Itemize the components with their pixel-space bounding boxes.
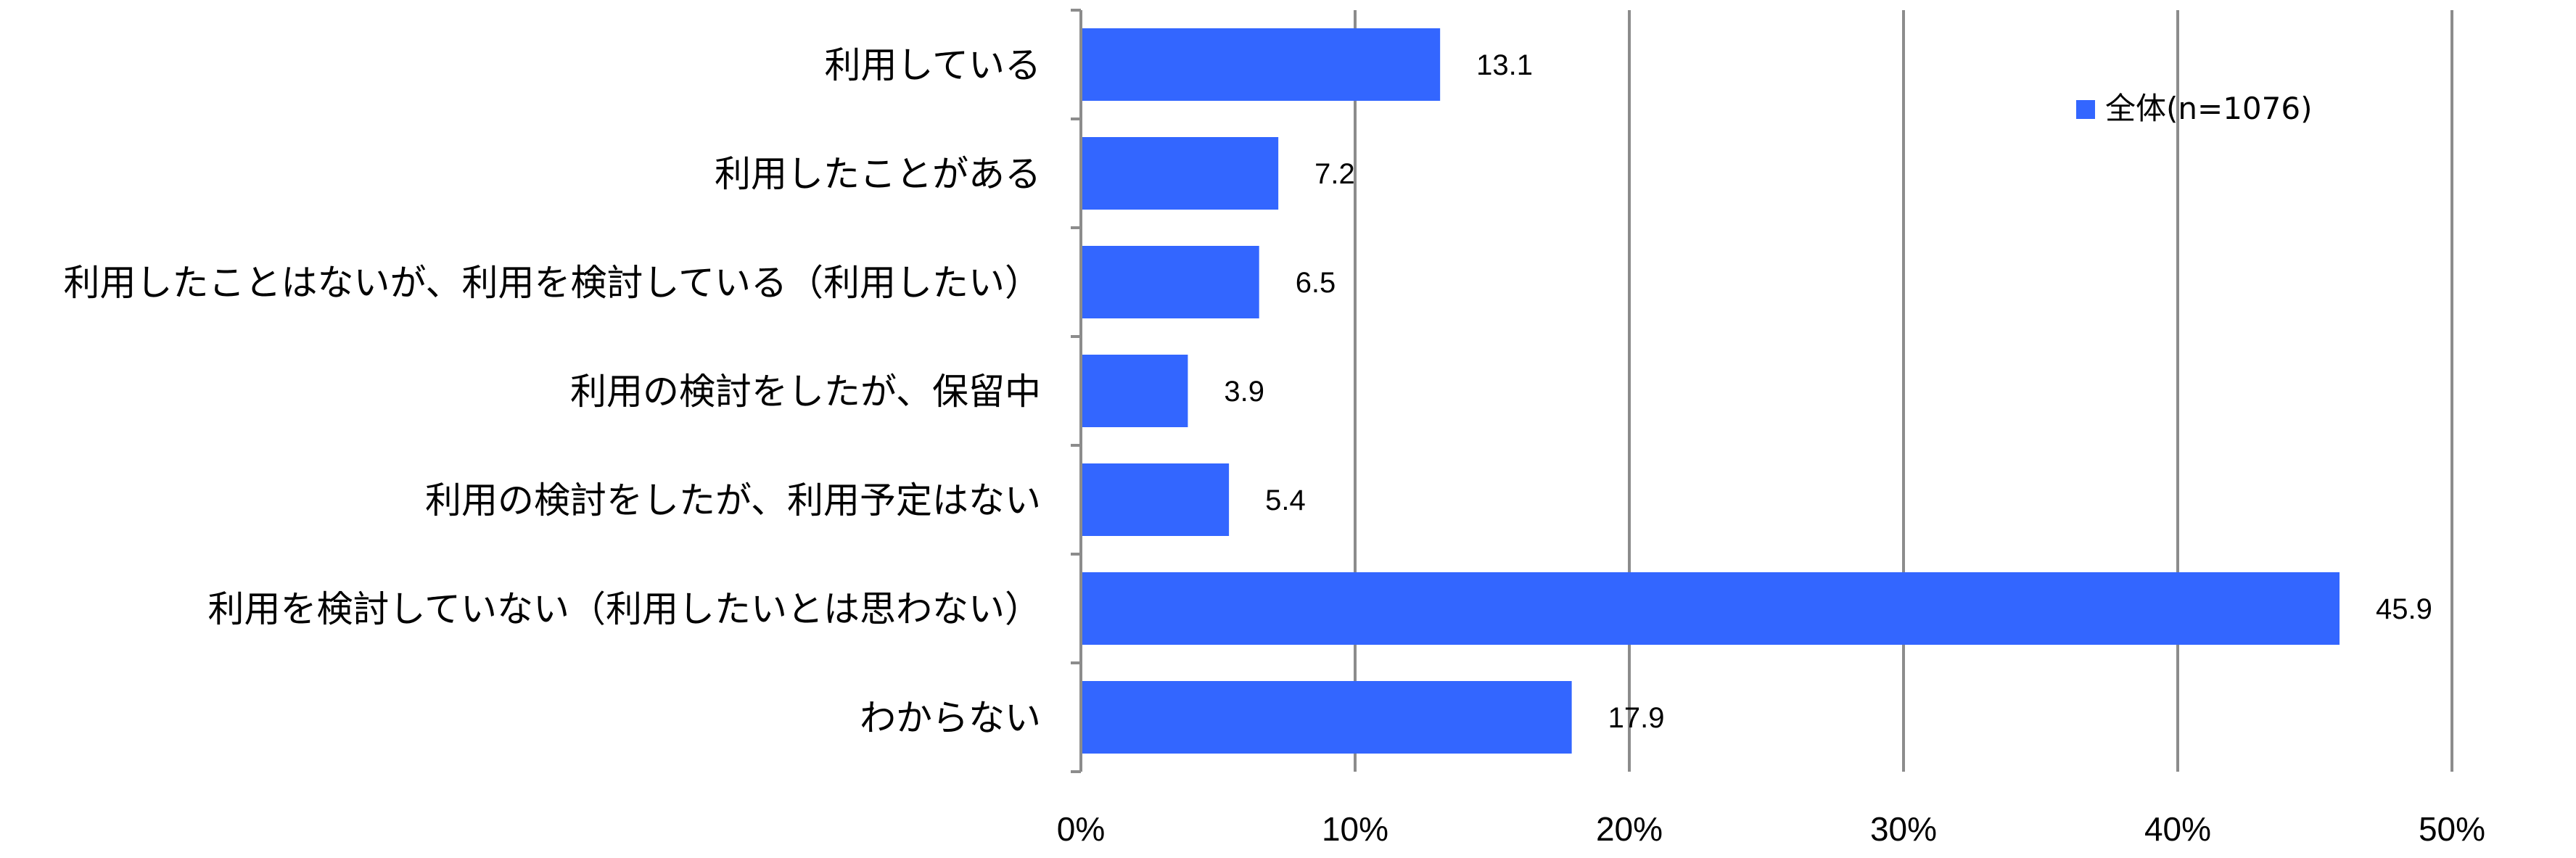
axes <box>1071 9 1082 773</box>
x-tick-label-5: 50% <box>2419 810 2485 848</box>
bars <box>1082 28 2340 754</box>
x-tick-label-4: 40% <box>2144 810 2211 848</box>
legend-swatch <box>2076 100 2095 119</box>
bar-5 <box>1082 572 2340 645</box>
category-label-3: 利用の検討をしたが、保留中 <box>570 371 1041 413</box>
value-label-5: 45.9 <box>2376 593 2432 625</box>
value-label-2: 6.5 <box>1296 267 1336 299</box>
x-tick-label-3: 30% <box>1870 810 1937 848</box>
category-label-2: 利用したことはないが、利用を検討している（利用したい） <box>64 262 1042 304</box>
category-label-4: 利用の検討をしたが、利用予定はない <box>425 479 1041 521</box>
category-label-1: 利用したことがある <box>715 153 1041 195</box>
value-label-1: 7.2 <box>1314 158 1355 190</box>
bar-6 <box>1082 681 1572 754</box>
x-tick-label-2: 20% <box>1596 810 1663 848</box>
bar-3 <box>1082 355 1188 427</box>
value-label-3: 3.9 <box>1224 376 1264 408</box>
category-label-5: 利用を検討していない（利用したいとは思わない） <box>208 588 1042 630</box>
x-tick-label-1: 10% <box>1322 810 1388 848</box>
x-tick-label-0: 0% <box>1057 810 1105 848</box>
labels: 13.1 利用している 7.2 利用したことがある 6.5 利用したことはないが、利用を検… <box>64 44 2486 848</box>
bar-2 <box>1082 246 1259 318</box>
value-label-6: 17.9 <box>1608 702 1665 734</box>
legend: 全体(n=1076) <box>2076 91 2312 126</box>
category-label-0: 利用している <box>825 44 1042 86</box>
bar-4 <box>1082 463 1230 536</box>
value-label-4: 5.4 <box>1265 484 1306 516</box>
bar-0 <box>1082 28 1441 101</box>
value-label-0: 13.1 <box>1476 49 1533 81</box>
legend-label: 全体(n=1076) <box>2105 91 2312 126</box>
bar-1 <box>1082 137 1279 210</box>
category-label-6: わからない <box>860 697 1041 739</box>
